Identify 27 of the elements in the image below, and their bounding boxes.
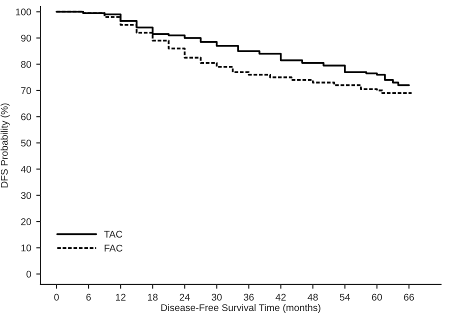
x-tick-label: 0: [54, 294, 59, 301]
x-tick-label: 18: [148, 294, 158, 301]
x-tick-label: 42: [276, 294, 286, 301]
x-tick-label: 30: [212, 294, 222, 301]
x-tick-label: 66: [404, 294, 414, 301]
x-tick-label: 12: [116, 294, 126, 301]
x-tick-label: 36: [244, 294, 254, 301]
x-tick-label: 6: [86, 294, 91, 301]
y-tick-label: 80: [21, 60, 32, 68]
y-tick-label: 0: [26, 270, 32, 278]
x-tick-label: 60: [372, 294, 382, 301]
x-axis-title: Disease-Free Survival Time (months): [161, 304, 320, 314]
legend-label: TAC: [104, 230, 122, 238]
x-tick-label: 54: [340, 294, 350, 301]
y-tick-label: 90: [21, 34, 32, 42]
x-tick-label: 24: [180, 294, 190, 301]
y-tick-label: 70: [21, 87, 32, 94]
y-tick-label: 30: [21, 192, 32, 199]
y-tick-label: 10: [21, 244, 32, 252]
y-axis-title: DFS Probability (%): [0, 103, 10, 188]
x-tick-label: 48: [308, 294, 318, 301]
y-tick-label: 60: [21, 113, 32, 120]
y-tick-label: 50: [21, 140, 32, 147]
y-tick-label: 100: [16, 8, 32, 16]
y-tick-label: 40: [20, 166, 32, 173]
legend-label: FAC: [104, 244, 122, 252]
y-tick-label: 20: [21, 218, 32, 226]
